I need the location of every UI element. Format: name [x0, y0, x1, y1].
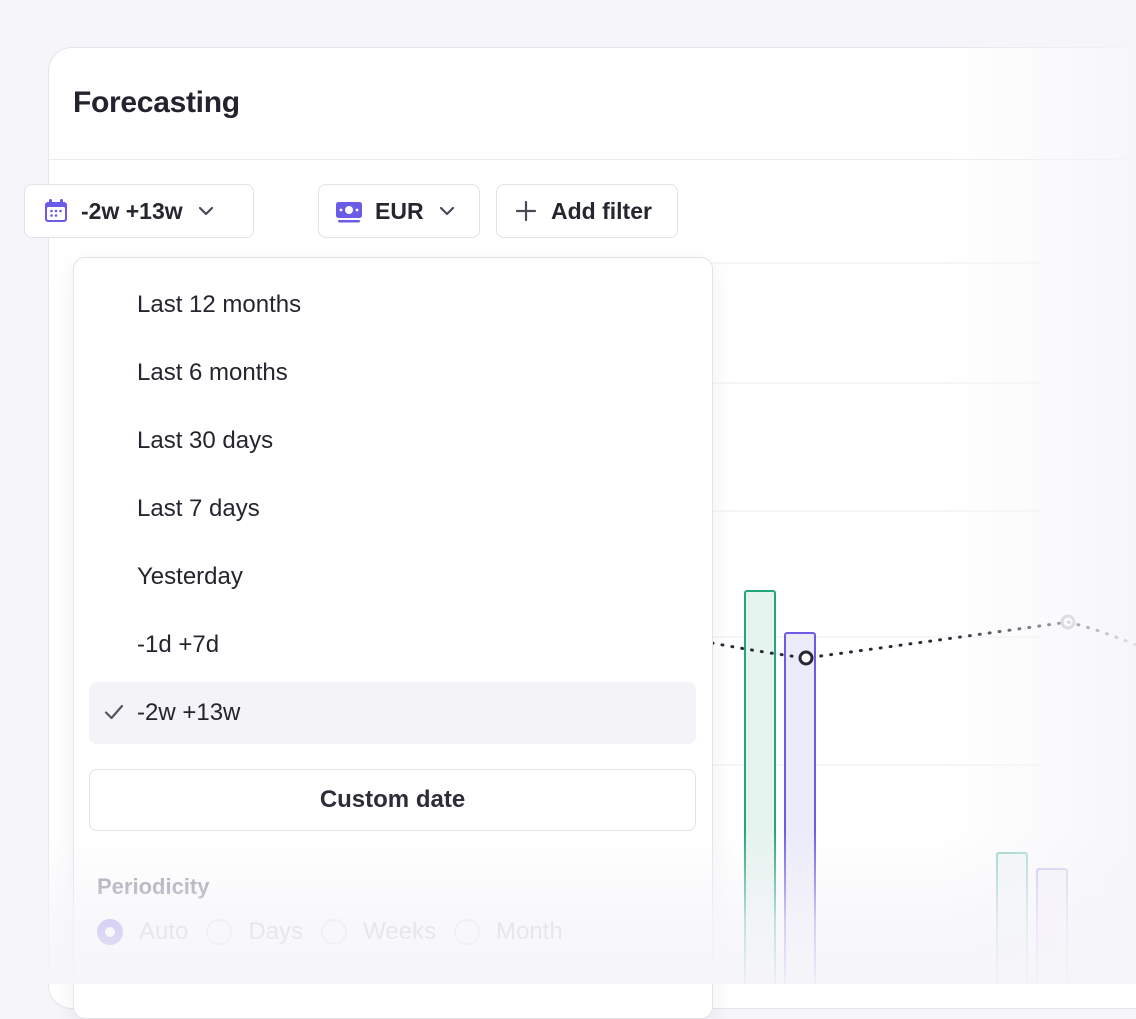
option-label: Last 6 months: [137, 359, 288, 386]
option-last-7-days[interactable]: Last 7 days: [89, 478, 696, 540]
radio-icon: [206, 919, 233, 945]
option-last-6-months[interactable]: Last 6 months: [89, 342, 696, 404]
page-title: Forecasting: [73, 86, 240, 119]
checkmark-icon: [104, 704, 124, 720]
periodicity-auto[interactable]: Auto: [97, 918, 188, 946]
calendar-icon: [45, 199, 67, 222]
currency-button[interactable]: EUR: [318, 184, 480, 238]
option-label: Last 7 days: [137, 495, 260, 522]
periodicity-days[interactable]: Days: [206, 918, 303, 946]
date-range-dropdown: Last 12 months Last 6 months Last 30 day…: [73, 257, 713, 1019]
add-filter-button[interactable]: Add filter: [496, 184, 678, 238]
money-icon: [336, 202, 362, 223]
option-label: Last 30 days: [137, 427, 274, 454]
option-2w-13w[interactable]: -2w +13w: [89, 682, 696, 744]
add-filter-label: Add filter: [551, 197, 652, 224]
option-label: -1d +7d: [137, 631, 220, 658]
date-range-button[interactable]: -2w +13w: [24, 184, 254, 238]
option-label: Yesterday: [137, 563, 243, 590]
radio-label: Weeks: [363, 918, 436, 945]
radio-label: Auto: [139, 918, 189, 945]
periodicity-weeks[interactable]: Weeks: [321, 918, 436, 946]
option-label: -2w +13w: [137, 699, 241, 726]
currency-label: EUR: [375, 197, 424, 224]
card-header: Forecasting: [49, 48, 1136, 160]
plus-icon: [515, 200, 537, 222]
radio-label: Days: [248, 918, 304, 945]
option-label: Last 12 months: [137, 291, 302, 318]
periodicity-title: Periodicity: [97, 874, 210, 899]
chevron-down-icon: [198, 206, 213, 216]
radio-icon: [321, 919, 348, 945]
chevron-down-icon: [439, 206, 454, 216]
radio-icon: [453, 919, 480, 945]
periodicity-options: Auto Days Weeks Month: [97, 918, 581, 946]
option-yesterday[interactable]: Yesterday: [89, 546, 696, 608]
option-last-30-days[interactable]: Last 30 days: [89, 410, 696, 472]
radio-selected-icon: [97, 919, 123, 945]
option-last-12-months[interactable]: Last 12 months: [89, 274, 696, 336]
date-range-label: -2w +13w: [81, 197, 183, 224]
periodicity-month[interactable]: Month: [453, 918, 563, 946]
custom-date-button[interactable]: Custom date: [89, 769, 696, 831]
radio-label: Month: [495, 918, 563, 945]
option-1d-7d[interactable]: -1d +7d: [89, 614, 696, 676]
